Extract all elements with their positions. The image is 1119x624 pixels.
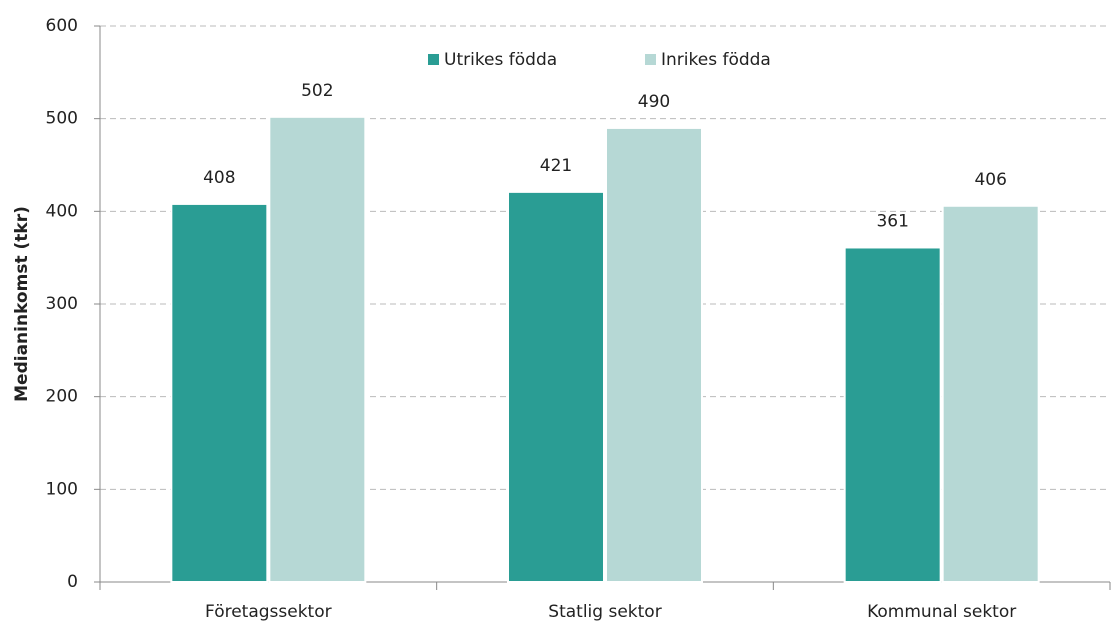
legend-label: Inrikes födda: [661, 50, 771, 70]
data-label: 421: [540, 156, 572, 176]
y-tick-label: 100: [46, 479, 78, 499]
data-label: 406: [974, 170, 1006, 190]
legend-swatch: [645, 54, 656, 65]
bar: [268, 115, 367, 584]
bar: [170, 202, 269, 583]
y-tick-label: 400: [46, 201, 78, 221]
data-label: 361: [876, 211, 908, 231]
y-tick-label: 200: [46, 387, 78, 407]
y-axis-label: Medianinkomst (tkr): [12, 206, 32, 402]
y-tick-label: 0: [67, 572, 78, 592]
legend-label: Utrikes födda: [444, 50, 557, 70]
y-tick-label: 600: [46, 16, 78, 36]
x-tick-label: Kommunal sektor: [867, 602, 1016, 622]
x-tick-label: Företagssektor: [205, 602, 332, 622]
bar: [507, 190, 605, 584]
bar: [941, 204, 1040, 583]
data-label: 490: [638, 92, 670, 112]
y-tick-label: 500: [46, 109, 78, 129]
bar: [843, 246, 942, 583]
legend-swatch: [428, 54, 439, 65]
bar: [605, 126, 703, 584]
data-label: 408: [203, 168, 235, 188]
data-label: 502: [301, 81, 333, 101]
x-tick-label: Statlig sektor: [548, 602, 661, 622]
y-tick-label: 300: [46, 294, 78, 314]
